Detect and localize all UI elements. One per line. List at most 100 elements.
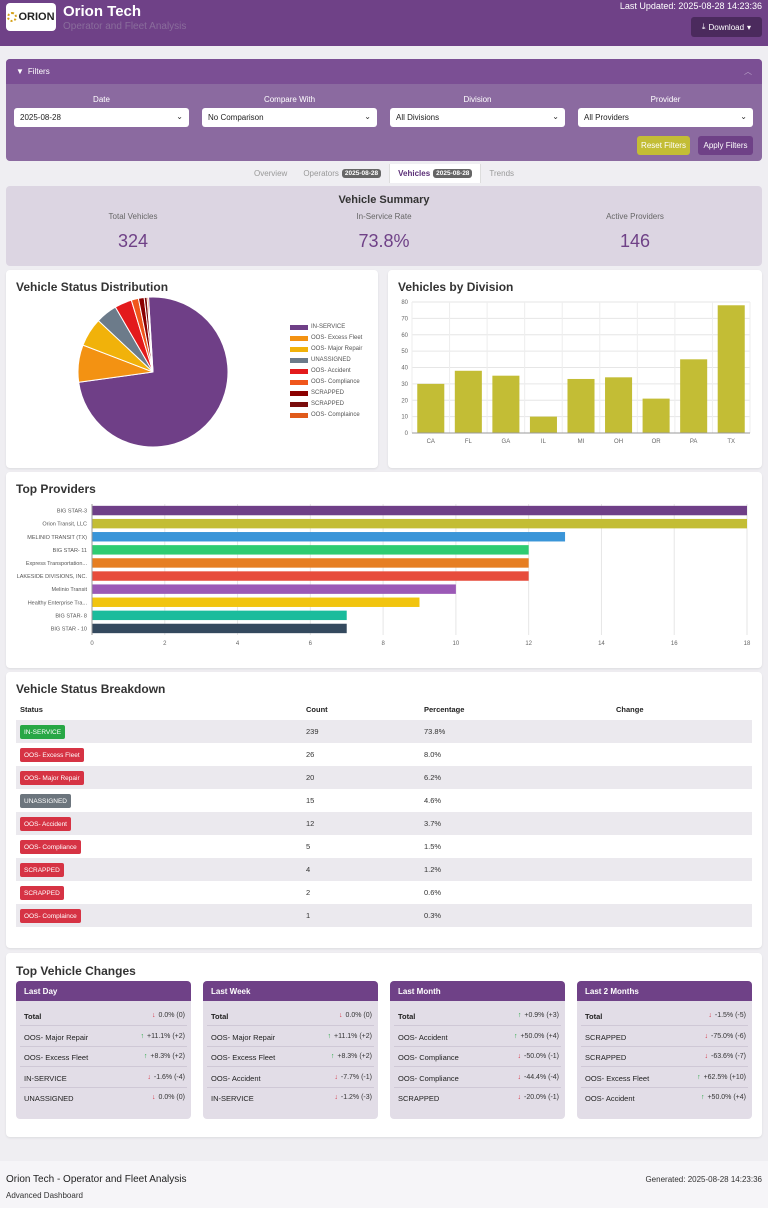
arrow-up-icon: ↑ <box>327 1032 331 1040</box>
change-label: OOS- Accident <box>211 1073 261 1083</box>
change-value: ↓ 0.0% (0) <box>152 1012 185 1019</box>
legend-item[interactable]: IN-SERVICE <box>290 324 345 330</box>
x-tick-label: CA <box>427 439 435 445</box>
x-tick-label: 2 <box>163 641 167 647</box>
total-vehicles-value: 324 <box>117 231 149 251</box>
reset-filters-button[interactable]: Reset Filters <box>637 136 690 155</box>
tab-trends[interactable]: Trends <box>481 164 522 183</box>
bar-pa[interactable] <box>680 359 708 433</box>
arrow-down-icon: ↓ <box>517 1094 521 1101</box>
logo-text: ORION <box>18 11 55 23</box>
in-service-rate-value: 73.8% <box>358 231 410 251</box>
legend-item[interactable]: OOS- Complaince <box>290 412 360 418</box>
provider-bar[interactable] <box>92 518 747 529</box>
bar-oh[interactable] <box>605 377 633 433</box>
row-count: 12 <box>306 819 315 828</box>
table-row[interactable]: SCRAPPED 4 1.2% <box>16 858 752 881</box>
change-value: ↑ +50.0% (+4) <box>514 1033 559 1040</box>
change-row: OOS- Accident ↑ +50.0% (+4) <box>390 1027 565 1047</box>
change-value: ↑ +50.0% (+4) <box>701 1094 746 1101</box>
y-tick-label: 20 <box>401 398 408 404</box>
provider-bar[interactable] <box>92 558 529 568</box>
division-select[interactable]: All Divisions ⌄ <box>390 108 565 127</box>
compare-select[interactable]: No Comparison ⌄ <box>202 108 377 127</box>
provider-bar[interactable] <box>92 597 420 607</box>
change-label: OOS- Excess Fleet <box>585 1073 650 1083</box>
date-select[interactable]: 2025-08-28 ⌄ <box>14 108 189 127</box>
provider-bar[interactable] <box>92 623 347 634</box>
legend-item[interactable]: SCRAPPED <box>290 390 344 396</box>
app-subtitle: Operator and Fleet Analysis <box>63 21 187 32</box>
collapse-chevron-icon[interactable]: ︿ <box>744 67 752 76</box>
change-label: OOS- Compliance <box>398 1073 459 1083</box>
provider-bar[interactable] <box>92 505 747 516</box>
arrow-down-icon: ↓ <box>704 1053 708 1060</box>
bar-fl[interactable] <box>454 370 482 433</box>
bar-mi[interactable] <box>567 378 595 433</box>
pie-slice-0[interactable] <box>78 296 229 448</box>
provider-bar[interactable] <box>92 532 566 542</box>
legend-item[interactable]: OOS- Compliance <box>290 379 360 385</box>
legend-label: OOS- Complaince <box>311 412 360 418</box>
provider-bar[interactable] <box>92 584 456 594</box>
tab-vehicles[interactable]: Vehicles 2025-08-28 <box>389 164 482 183</box>
change-value: ↓ -44.4% (-4) <box>517 1074 559 1081</box>
legend-item[interactable]: OOS- Excess Fleet <box>290 335 362 341</box>
brand-logo[interactable]: ORION <box>6 3 56 31</box>
pie-slice-8[interactable] <box>146 296 154 373</box>
apply-filters-button[interactable]: Apply Filters <box>698 136 753 155</box>
provider-bar[interactable] <box>92 571 529 581</box>
x-tick-label: 10 <box>453 641 460 647</box>
table-row[interactable]: OOS- Complaince 1 0.3% <box>16 904 752 927</box>
change-value-text: -50.0% (-1) <box>523 1053 559 1060</box>
tab-operators[interactable]: Operators 2025-08-28 <box>295 164 389 183</box>
divider <box>581 1066 748 1067</box>
change-value: ↓ -50.0% (-1) <box>517 1053 559 1060</box>
bar-il[interactable] <box>529 416 557 433</box>
bar-ca[interactable] <box>417 383 445 433</box>
change-value-text: -1.5% (-5) <box>714 1012 746 1019</box>
legend-item[interactable]: OOS- Major Repair <box>290 346 362 352</box>
download-label: Download <box>708 22 745 32</box>
chevron-down-icon: ⌄ <box>176 112 183 121</box>
y-tick-label: Orion Transit, LLC <box>42 522 87 528</box>
table-row[interactable]: SCRAPPED 2 0.6% <box>16 881 752 904</box>
arrow-down-icon: ↓ <box>334 1094 338 1101</box>
col-header-change: Change <box>616 705 644 714</box>
tab-overview[interactable]: Overview <box>246 164 295 183</box>
y-tick-label: 10 <box>401 415 408 421</box>
table-row[interactable]: OOS- Compliance 5 1.5% <box>16 835 752 858</box>
table-row[interactable]: OOS- Accident 12 3.7% <box>16 812 752 835</box>
change-value: ↓ 0.0% (0) <box>339 1012 372 1019</box>
last-updated: Last Updated: 2025-08-28 14:23:36 <box>619 1 762 11</box>
table-row[interactable]: IN-SERVICE 239 73.8% <box>16 720 752 743</box>
vehicle-changes-title: Top Vehicle Changes <box>16 964 136 978</box>
app-title: Orion Tech <box>63 3 142 20</box>
provider-bar[interactable] <box>92 545 529 555</box>
table-row[interactable]: OOS- Major Repair 20 6.2% <box>16 766 752 789</box>
table-row[interactable]: UNASSIGNED 15 4.6% <box>16 789 752 812</box>
bar-or[interactable] <box>642 398 670 433</box>
bar-tx[interactable] <box>717 305 745 433</box>
change-label: IN-SERVICE <box>24 1073 67 1083</box>
change-value-text: +50.0% (+4) <box>520 1032 559 1040</box>
bar-ga[interactable] <box>492 375 520 433</box>
status-breakdown-title: Vehicle Status Breakdown <box>16 682 166 696</box>
status-badge: OOS- Compliance <box>20 840 81 854</box>
x-tick-label: 14 <box>598 641 605 647</box>
legend-item[interactable]: OOS- Accident <box>290 368 351 374</box>
table-row[interactable]: OOS- Excess Fleet 26 8.0% <box>16 743 752 766</box>
provider-select[interactable]: All Providers ⌄ <box>578 108 753 127</box>
filters-header[interactable]: ▼ Filters ︿ <box>6 59 762 84</box>
change-value: ↓ 0.0% (0) <box>152 1094 185 1101</box>
change-label: OOS- Compliance <box>398 1053 459 1062</box>
change-value-text: +11.1% (+2) <box>146 1032 185 1040</box>
x-tick-label: 0 <box>90 641 94 647</box>
change-card-heading: Last Day <box>16 981 191 1001</box>
legend-item[interactable]: UNASSIGNED <box>290 357 351 363</box>
view-tabs: Overview Operators 2025-08-28 Vehicles 202… <box>0 164 768 183</box>
download-button[interactable]: ⤓ Download ▾ <box>691 17 762 37</box>
legend-item[interactable]: SCRAPPED <box>290 401 344 407</box>
provider-bar[interactable] <box>92 610 347 621</box>
x-tick-label: GA <box>502 439 511 445</box>
